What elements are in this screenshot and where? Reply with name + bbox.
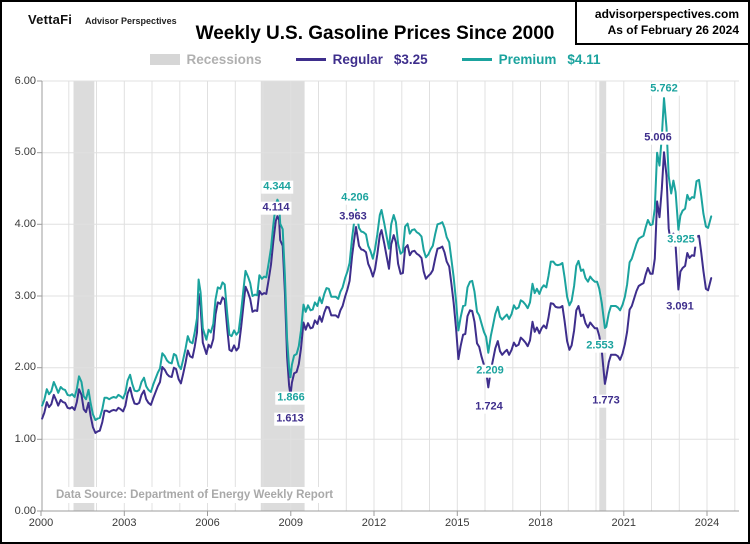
legend: Recessions Regular $3.25 Premium $4.11 (2, 52, 748, 67)
data-source-note: Data Source: Department of Energy Weekly… (49, 487, 341, 503)
legend-item-premium: Premium $4.11 (461, 52, 601, 67)
annotation-regular-5.006: 5.006 (642, 131, 674, 145)
series-regular-line (41, 151, 713, 434)
site-url: advisorperspectives.com (594, 7, 739, 21)
gridlines (42, 80, 739, 511)
x-axis-tick-label: 2015 (445, 517, 470, 529)
annotation-premium-3.925: 3.925 (665, 233, 697, 247)
legend-label: Regular (332, 52, 383, 67)
y-axis-tick-label: 0.00 (14, 504, 36, 517)
annotation-regular-1.773: 1.773 (590, 394, 622, 408)
vettafi-logo: VettaFi (28, 12, 73, 27)
annotation-regular-3.091: 3.091 (664, 300, 696, 314)
axes (37, 80, 739, 516)
premium-line-swatch (461, 58, 492, 61)
y-axis-tick-label: 4.00 (14, 217, 36, 230)
annotation-regular-1.613: 1.613 (274, 412, 306, 426)
legend-label: Premium (498, 52, 557, 67)
x-axis-tick-label: 2024 (694, 517, 720, 529)
y-axis-tick-label: 5.00 (14, 146, 36, 159)
x-axis-tick-label: 2003 (112, 517, 137, 529)
regular-line-swatch (295, 58, 326, 61)
brand-subtitle: Advisor Perspectives (85, 16, 177, 26)
brand: VettaFi Advisor Perspectives (28, 11, 177, 29)
x-axis-tick-label: 2012 (361, 517, 387, 529)
annotation-premium-4.344: 4.344 (261, 180, 293, 194)
y-axis-tick-label: 2.00 (14, 361, 36, 374)
annotation-premium-1.866: 1.866 (275, 391, 307, 405)
annotation-regular-3.963: 3.963 (337, 210, 369, 224)
annotation-premium-2.209: 2.209 (474, 364, 506, 378)
x-axis-tick-label: 2006 (195, 517, 220, 529)
series-premium-line (41, 97, 713, 421)
annotation-regular-4.114: 4.114 (260, 201, 292, 215)
legend-item-regular: Regular $3.25 (295, 52, 428, 67)
x-axis-tick-label: 2021 (611, 517, 636, 529)
page-title: Weekly U.S. Gasoline Prices Since 2000 (195, 23, 555, 44)
x-axis-tick-label: 2000 (28, 517, 54, 529)
x-axis-tick-label: 2018 (528, 517, 553, 529)
as-of-date: As of February 26 2024 (607, 22, 739, 37)
annotation-premium-5.762: 5.762 (648, 82, 680, 96)
annotation-premium-4.206: 4.206 (339, 191, 371, 205)
recession-swatch (149, 54, 180, 65)
annotation-premium-2.553: 2.553 (584, 339, 616, 353)
y-axis-tick-label: 3.00 (14, 289, 36, 302)
as-of-box: advisorperspectives.com As of February 2… (575, 2, 748, 46)
legend-item-recessions: Recessions (149, 52, 262, 67)
legend-current-value: $4.11 (567, 52, 601, 67)
annotation-regular-1.724: 1.724 (473, 400, 505, 414)
x-axis-tick-label: 2009 (278, 517, 303, 529)
legend-label: Recessions (186, 52, 262, 67)
legend-current-value: $3.25 (393, 52, 428, 67)
y-axis-tick-label: 6.00 (14, 74, 36, 87)
y-axis-tick-label: 1.00 (14, 432, 36, 445)
